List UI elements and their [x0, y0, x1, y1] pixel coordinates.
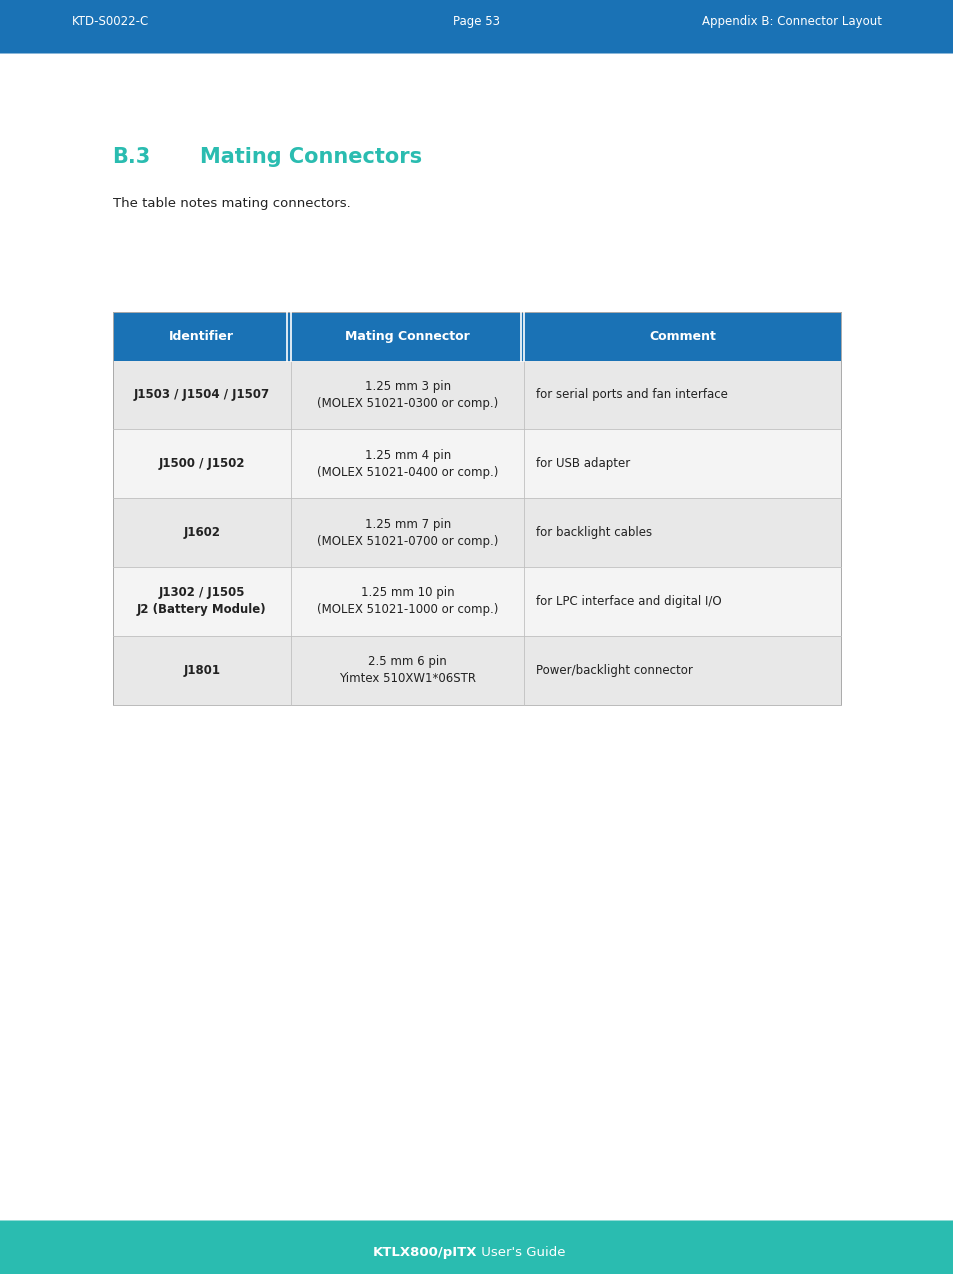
- Text: J1302 / J1505
J2 (Battery Module): J1302 / J1505 J2 (Battery Module): [137, 586, 267, 617]
- Text: Mating Connectors: Mating Connectors: [200, 147, 422, 167]
- Text: 2.5 mm 6 pin
Yimtex 510XW1*06STR: 2.5 mm 6 pin Yimtex 510XW1*06STR: [339, 655, 476, 685]
- FancyBboxPatch shape: [0, 1220, 953, 1274]
- Bar: [112, 429, 841, 498]
- Bar: [112, 312, 841, 361]
- Text: for backlight cables: for backlight cables: [536, 526, 651, 539]
- Text: Appendix B: Connector Layout: Appendix B: Connector Layout: [701, 15, 882, 28]
- Bar: [112, 498, 841, 567]
- Text: for LPC interface and digital I/O: for LPC interface and digital I/O: [536, 595, 720, 608]
- Text: J1500 / J1502: J1500 / J1502: [158, 457, 245, 470]
- Text: Comment: Comment: [649, 330, 716, 343]
- Text: J1503 / J1504 / J1507: J1503 / J1504 / J1507: [133, 389, 270, 401]
- Text: The table notes mating connectors.: The table notes mating connectors.: [112, 197, 350, 210]
- Bar: [112, 312, 841, 705]
- Text: B.3: B.3: [112, 147, 151, 167]
- Text: for serial ports and fan interface: for serial ports and fan interface: [536, 389, 727, 401]
- Text: Power/backlight connector: Power/backlight connector: [536, 664, 692, 676]
- Text: 1.25 mm 4 pin
(MOLEX 51021-0400 or comp.): 1.25 mm 4 pin (MOLEX 51021-0400 or comp.…: [316, 448, 497, 479]
- Text: J1602: J1602: [183, 526, 220, 539]
- Text: Mating Connector: Mating Connector: [345, 330, 470, 343]
- Text: KTD-S0022-C: KTD-S0022-C: [71, 15, 149, 28]
- FancyBboxPatch shape: [0, 0, 953, 54]
- Bar: [112, 567, 841, 636]
- Text: Page 53: Page 53: [453, 15, 500, 28]
- Text: 1.25 mm 10 pin
(MOLEX 51021-1000 or comp.): 1.25 mm 10 pin (MOLEX 51021-1000 or comp…: [316, 586, 497, 617]
- Bar: [112, 361, 841, 429]
- Text: User's Guide: User's Guide: [476, 1246, 565, 1259]
- Bar: [112, 636, 841, 705]
- Text: KTLX800/pITX: KTLX800/pITX: [372, 1246, 476, 1259]
- Text: 1.25 mm 7 pin
(MOLEX 51021-0700 or comp.): 1.25 mm 7 pin (MOLEX 51021-0700 or comp.…: [316, 517, 497, 548]
- Text: Identifier: Identifier: [170, 330, 234, 343]
- Text: 1.25 mm 3 pin
(MOLEX 51021-0300 or comp.): 1.25 mm 3 pin (MOLEX 51021-0300 or comp.…: [316, 380, 497, 410]
- Text: J1801: J1801: [183, 664, 220, 676]
- Text: for USB adapter: for USB adapter: [536, 457, 629, 470]
